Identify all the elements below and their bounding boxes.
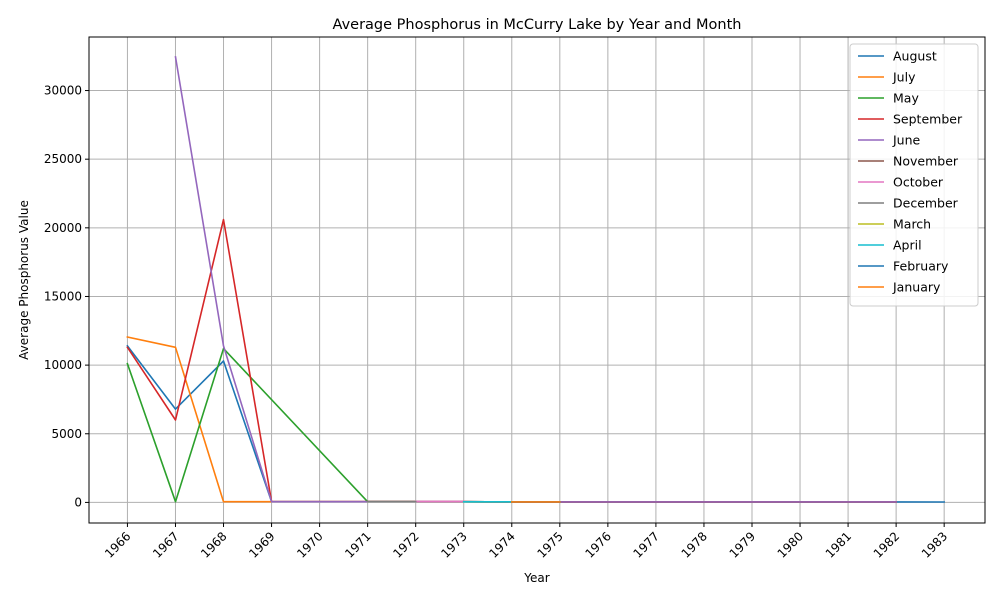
legend-label-october: October	[893, 175, 944, 190]
y-tick-label: 0	[74, 495, 82, 509]
plot-frame	[88, 36, 986, 524]
legend: August July May September June November Octobe…	[849, 43, 979, 307]
series-lines	[126, 55, 946, 503]
legend-box	[849, 43, 979, 307]
legend-label-august: August	[893, 49, 937, 64]
y-axis-label: Average Phosphorus Value	[17, 200, 31, 360]
legend-label-december: December	[893, 196, 959, 211]
y-tick-label: 10000	[44, 358, 82, 372]
y-tick-label: 20000	[44, 221, 82, 235]
legend-label-may: May	[893, 91, 919, 106]
legend-label-march: March	[893, 217, 931, 232]
legend-label-february: February	[893, 259, 949, 274]
chart-title: Average Phosphorus in McCurry Lake by Ye…	[333, 17, 742, 33]
legend-label-april: April	[893, 238, 922, 253]
legend-label-june: June	[892, 133, 921, 148]
y-tick-label: 30000	[44, 84, 82, 98]
legend-label-july: July	[892, 70, 916, 85]
y-tick-label: 5000	[51, 427, 82, 441]
legend-label-november: November	[893, 154, 959, 169]
y-tick-label: 25000	[44, 152, 82, 166]
legend-label-january: January	[892, 280, 941, 295]
y-axis: 0 5000 10000 15000 20000 25000 30000	[44, 84, 89, 509]
x-axis-label: Year	[523, 571, 549, 585]
legend-label-september: September	[893, 112, 963, 127]
y-tick-label: 15000	[44, 289, 82, 303]
